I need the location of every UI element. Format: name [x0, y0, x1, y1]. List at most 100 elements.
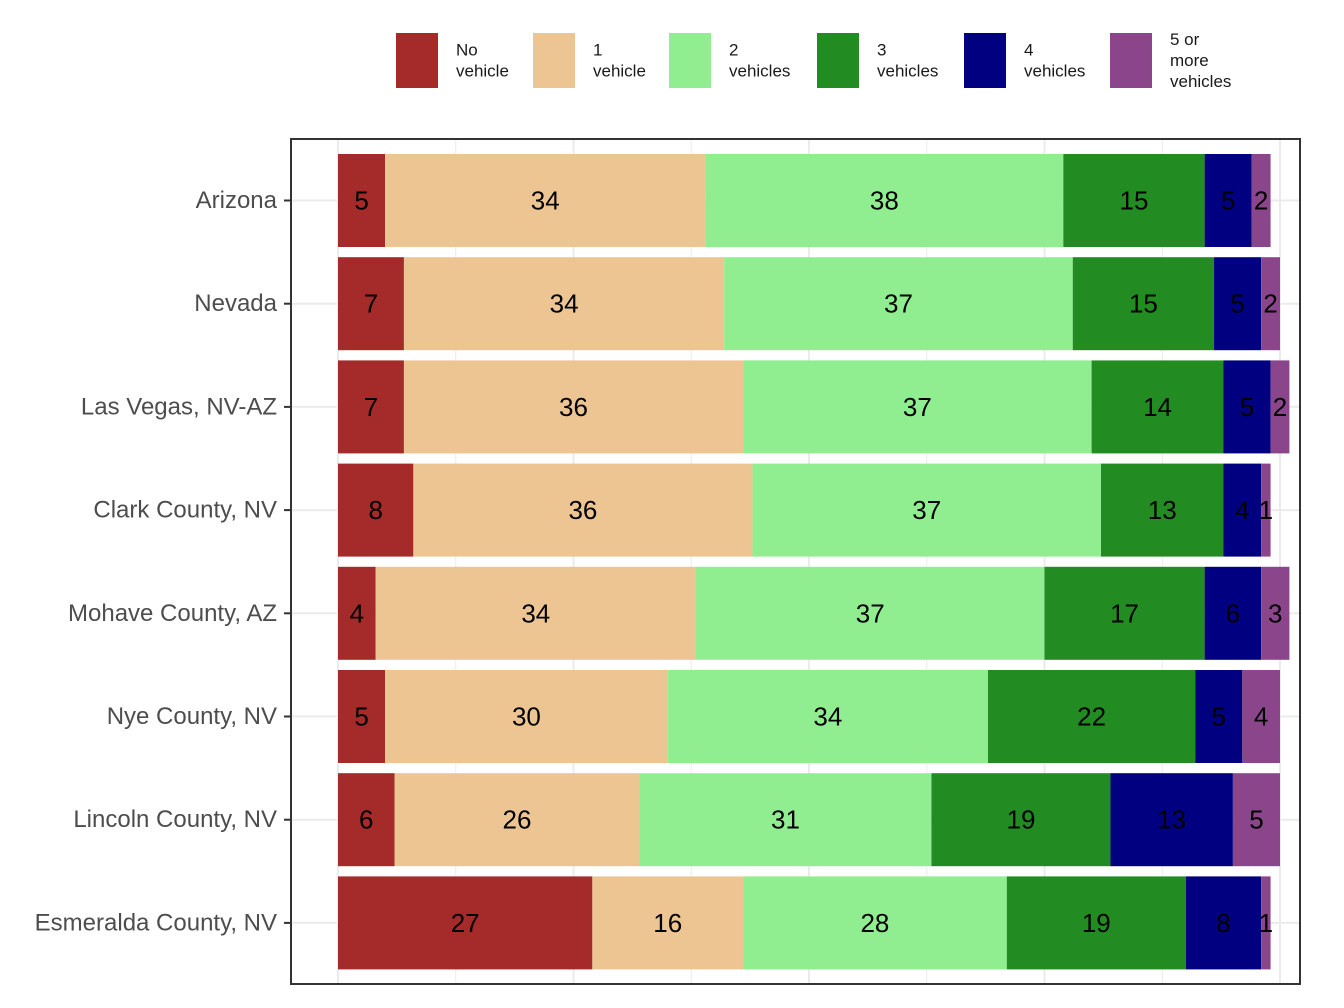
- legend-item: 4 vehicles: [964, 33, 1085, 88]
- bar-segment: [1242, 670, 1280, 763]
- bar-segment: [338, 670, 386, 763]
- legend-item: No vehicle: [396, 33, 509, 88]
- data-label: 34: [521, 598, 550, 628]
- data-label: 2: [1254, 186, 1268, 216]
- legend-label: No vehicle: [456, 41, 509, 81]
- bar-segment: [413, 463, 753, 557]
- data-label: 5: [1230, 289, 1244, 319]
- bar-segment: [338, 876, 593, 970]
- data-label: 34: [813, 702, 842, 732]
- data-label: 16: [653, 908, 682, 938]
- bar-segment: [1223, 463, 1262, 557]
- data-label: 6: [1226, 598, 1240, 628]
- bar-segment: [1072, 257, 1215, 351]
- data-label: 28: [860, 908, 889, 938]
- bar-segment: [338, 463, 414, 557]
- bar-segment: [394, 773, 640, 867]
- bar-segment: [592, 876, 744, 970]
- legend-key: [1110, 33, 1152, 88]
- bar-segment: [1232, 773, 1280, 867]
- bar-segment: [1270, 360, 1290, 454]
- data-label: 13: [1148, 495, 1177, 525]
- data-label: 3: [1268, 598, 1282, 628]
- data-label: 7: [364, 392, 378, 422]
- bar-segment: [931, 773, 1111, 867]
- category-label: Las Vegas, NV-AZ: [81, 393, 277, 420]
- data-label: 5: [1212, 702, 1226, 732]
- data-label: 26: [503, 805, 532, 835]
- bar-segment: [1101, 463, 1224, 557]
- bar-segment: [1223, 360, 1271, 454]
- bar-segment: [403, 360, 744, 454]
- data-label: 13: [1157, 805, 1186, 835]
- data-label: 34: [531, 186, 560, 216]
- legend-item: 2 vehicles: [669, 33, 790, 88]
- legend-label: 2 vehicles: [729, 41, 790, 81]
- bar-segment: [385, 154, 706, 247]
- category-label: Nevada: [194, 290, 277, 317]
- data-label: 17: [1110, 598, 1139, 628]
- bar-segment: [752, 463, 1102, 557]
- data-label: 5: [1249, 805, 1263, 835]
- bar-segment: [743, 876, 1007, 970]
- data-label: 8: [368, 495, 382, 525]
- category-label: Clark County, NV: [93, 497, 277, 524]
- bar-segment: [1091, 360, 1224, 454]
- bar-segment: [1204, 566, 1262, 660]
- data-label: 5: [1221, 186, 1235, 216]
- legend-key: [964, 33, 1006, 88]
- bar-segment: [1204, 154, 1252, 247]
- data-label: 19: [1082, 908, 1111, 938]
- bar-segment: [1044, 566, 1205, 660]
- bar-segment: [1261, 876, 1271, 970]
- legend-label: 5 or more vehicles: [1170, 30, 1231, 91]
- legend-item: 3 vehicles: [817, 33, 938, 88]
- legend-key: [817, 33, 859, 88]
- bar-segment: [1185, 876, 1262, 970]
- bar-segment: [1063, 154, 1205, 247]
- bar-segment: [338, 154, 386, 247]
- data-label: 4: [350, 598, 364, 628]
- bar-segment: [639, 773, 932, 867]
- legend-item: 5 or more vehicles: [1110, 30, 1231, 91]
- bar-segment: [375, 566, 696, 660]
- bar-segment: [1261, 566, 1290, 660]
- data-label: 37: [856, 598, 885, 628]
- legend-label: 1 vehicle: [593, 41, 646, 81]
- category-label: Lincoln County, NV: [73, 806, 277, 833]
- data-label: 4: [1235, 495, 1249, 525]
- bar-segment: [1006, 876, 1186, 970]
- data-label: 37: [912, 495, 941, 525]
- data-label: 22: [1077, 702, 1106, 732]
- category-label: Esmeralda County, NV: [35, 909, 277, 936]
- legend-item: 1 vehicle: [533, 33, 646, 88]
- bar-segment: [695, 566, 1045, 660]
- bar-segment: [1110, 773, 1233, 867]
- data-label: 5: [354, 186, 368, 216]
- data-label: 37: [903, 392, 932, 422]
- data-label: 38: [870, 186, 899, 216]
- legend-label: 3 vehicles: [877, 41, 938, 81]
- bar-segment: [987, 670, 1196, 763]
- bar-segment: [338, 360, 404, 454]
- bar-segment: [1261, 463, 1271, 557]
- bar-segment: [1195, 670, 1243, 763]
- bar-segment: [724, 257, 1073, 351]
- bar-segment: [385, 670, 668, 763]
- bar-segment: [403, 257, 725, 351]
- data-label: 19: [1006, 805, 1035, 835]
- data-label: 1: [1259, 908, 1273, 938]
- data-label: 1: [1259, 495, 1273, 525]
- bar-segment: [1251, 154, 1271, 247]
- data-label: 8: [1216, 908, 1230, 938]
- bar-segment: [338, 773, 395, 867]
- legend: No vehicle 1 vehicle 2 vehicles 3 vehicles 4 vehi…: [396, 30, 1231, 91]
- data-label: 27: [451, 908, 480, 938]
- bar-segment: [667, 670, 988, 763]
- data-label: 7: [364, 289, 378, 319]
- legend-key: [669, 33, 711, 88]
- data-label: 14: [1143, 392, 1172, 422]
- data-label: 30: [512, 702, 541, 732]
- bar-segment: [338, 566, 376, 660]
